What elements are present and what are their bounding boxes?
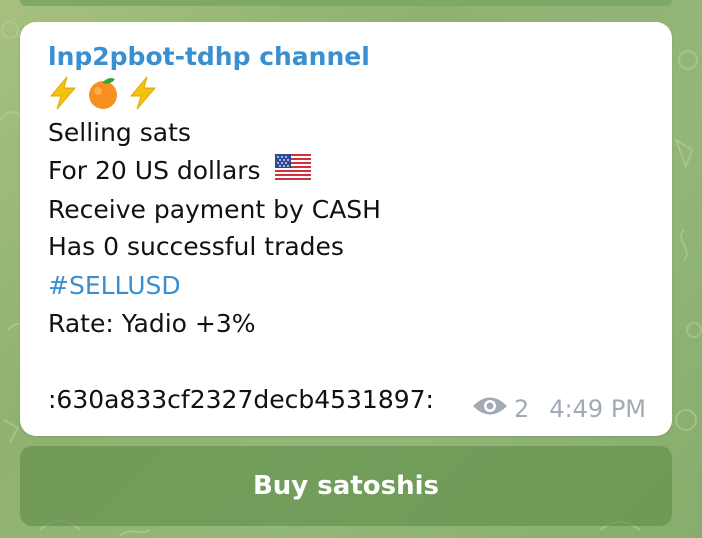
message-line-text: For 20 US dollars (48, 156, 261, 185)
orange-icon (86, 76, 120, 116)
lightning-icon (48, 76, 78, 116)
emoji-row (48, 76, 158, 116)
previous-message-edge (20, 0, 672, 6)
view-count: 2 (514, 395, 530, 423)
lightning-icon (128, 76, 158, 116)
message-time: 4:49 PM (549, 395, 646, 423)
eye-icon (472, 395, 508, 423)
hashtag-link[interactable]: #SELLUSD (48, 271, 181, 300)
channel-message-bubble: lnp2pbot-tdhp channel Selling sats For 2… (20, 22, 672, 436)
message-meta: 2 4:49 PM (472, 395, 646, 423)
channel-name[interactable]: lnp2pbot-tdhp channel (48, 42, 370, 71)
us-flag-icon (274, 154, 311, 186)
message-line: Selling sats (48, 118, 191, 147)
order-id-line: :630a833cf2327decb4531897: (48, 385, 434, 414)
message-line-amount: For 20 US dollars (48, 154, 311, 186)
message-line: Rate: Yadio +3% (48, 309, 256, 338)
buy-satoshis-button[interactable]: Buy satoshis (20, 446, 672, 526)
message-line: Receive payment by CASH (48, 195, 381, 224)
message-line: Has 0 successful trades (48, 232, 344, 261)
